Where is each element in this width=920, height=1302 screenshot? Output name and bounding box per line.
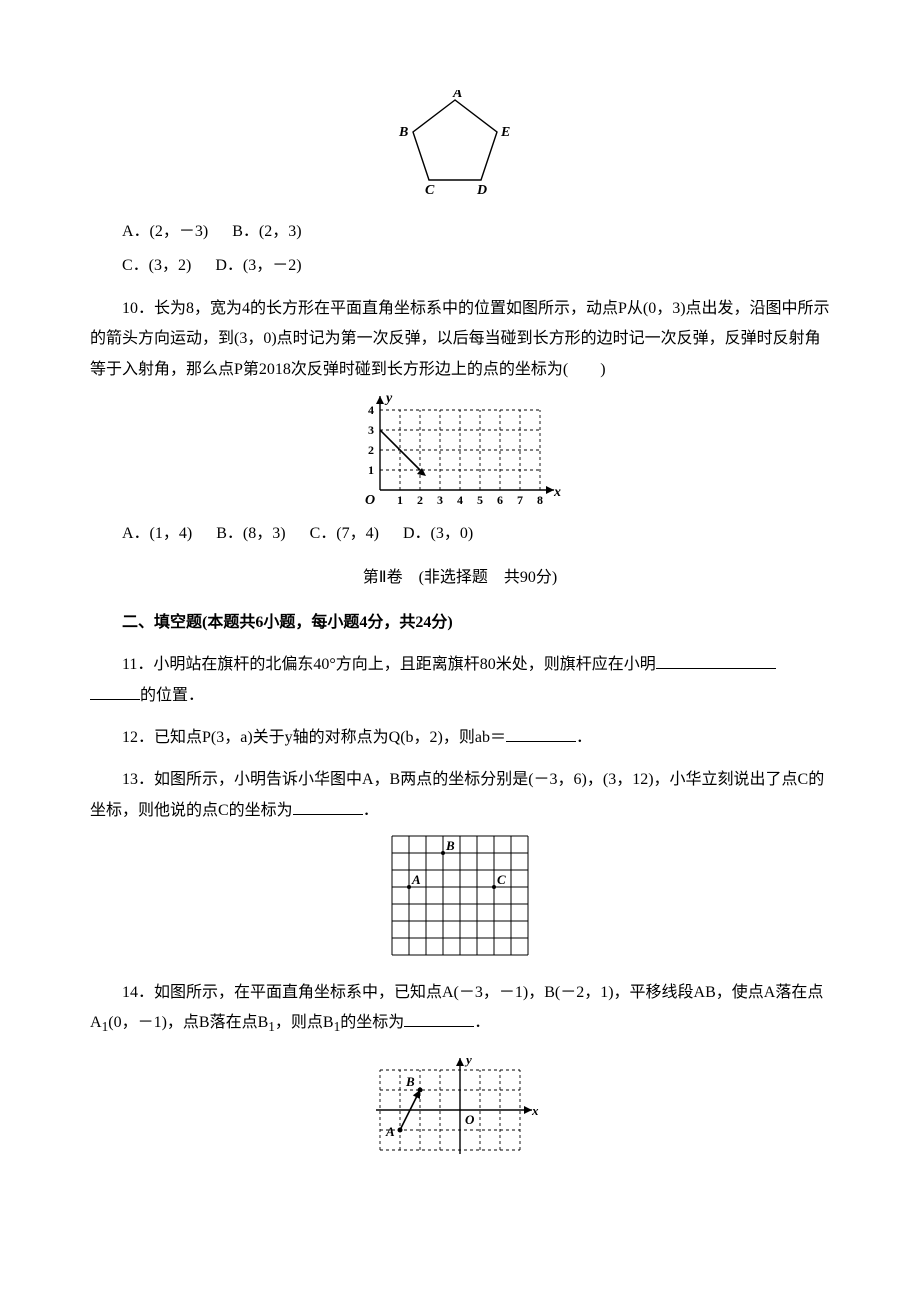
q14-tail: ． — [474, 1014, 490, 1031]
svg-text:4: 4 — [457, 493, 463, 507]
q13-text: 13．如图所示，小明告诉小华图中A，B两点的坐标分别是(－3，6)，(3，12)… — [90, 771, 824, 818]
q9-option-c: C．(3，2) — [122, 257, 191, 274]
svg-text:B: B — [398, 125, 408, 140]
q11-text-a: 11．小明站在旗杆的北偏东40°方向上，且距离旗杆80米处，则旗杆应在小明 — [122, 656, 656, 673]
q11-blank2 — [90, 684, 140, 700]
svg-text:x: x — [553, 485, 561, 500]
q14-sub2: 1 — [268, 1020, 275, 1035]
svg-text:E: E — [500, 125, 510, 140]
q10-option-b: B．(8，3) — [216, 525, 285, 542]
svg-text:O: O — [365, 493, 375, 508]
q9-option-a: A．(2，－3) — [122, 223, 208, 240]
q13-blank — [293, 799, 363, 815]
q9-options-row1: A．(2，－3) B．(2，3) — [90, 217, 830, 247]
q14-blank — [404, 1011, 474, 1027]
svg-text:4: 4 — [368, 403, 374, 417]
svg-text:3: 3 — [368, 423, 374, 437]
svg-text:2: 2 — [368, 443, 374, 457]
q9-option-b: B．(2，3) — [232, 223, 301, 240]
q13-tail: ． — [363, 802, 379, 819]
figure-q13: A B C — [90, 826, 830, 966]
figure-q14: Ox y A B — [90, 1040, 830, 1170]
q11-blank — [656, 653, 776, 669]
q14-text-b: (0，－1)，点B落在点B — [108, 1014, 268, 1031]
svg-text:B: B — [405, 1074, 415, 1089]
q10-option-a: A．(1，4) — [122, 525, 192, 542]
svg-text:C: C — [425, 183, 435, 198]
q9-option-d: D．(3，－2) — [215, 257, 301, 274]
fill-heading: 二、填空题(本题共6小题，每小题4分，共24分) — [90, 608, 830, 638]
q12-text-a: 12．已知点P(3，a)关于y轴的对称点为Q(b，2)，则ab＝ — [122, 729, 506, 746]
part2-title: 第Ⅱ卷 (非选择题 共90分) — [90, 563, 830, 593]
q10-chart-svg: 123456781234Oxy — [345, 385, 575, 515]
q10-option-c: C．(7，4) — [310, 525, 379, 542]
q13: 13．如图所示，小明告诉小华图中A，B两点的坐标分别是(－3，6)，(3，12)… — [90, 765, 830, 826]
svg-text:6: 6 — [497, 493, 503, 507]
svg-text:B: B — [445, 838, 455, 853]
q14-chart-svg: Ox y A B — [360, 1040, 560, 1170]
q14: 14．如图所示，在平面直角坐标系中，已知点A(－3，－1)，B(－2，1)，平移… — [90, 978, 830, 1040]
q9-options-row2: C．(3，2) D．(3，－2) — [90, 251, 830, 281]
svg-text:D: D — [476, 183, 487, 198]
svg-text:1: 1 — [397, 493, 403, 507]
q14-text-d: 的坐标为 — [340, 1014, 404, 1031]
svg-text:A: A — [452, 90, 462, 101]
svg-text:5: 5 — [477, 493, 483, 507]
svg-text:A: A — [385, 1124, 395, 1139]
fill-heading-text: 二、填空题(本题共6小题，每小题4分，共24分) — [122, 614, 453, 631]
pentagon-svg: A B C D E — [395, 90, 525, 205]
q12: 12．已知点P(3，a)关于y轴的对称点为Q(b，2)，则ab＝ ． — [90, 723, 830, 753]
q11: 11．小明站在旗杆的北偏东40°方向上，且距离旗杆80米处，则旗杆应在小明 — [90, 650, 830, 680]
svg-text:x: x — [531, 1103, 539, 1118]
q12-blank — [506, 726, 576, 742]
svg-text:O: O — [465, 1112, 475, 1127]
svg-text:A: A — [411, 872, 421, 887]
svg-text:y: y — [384, 391, 393, 406]
svg-text:8: 8 — [537, 493, 543, 507]
q14-text-c: ，则点B — [275, 1014, 334, 1031]
q11-cont: 的位置． — [90, 681, 830, 711]
q11-text-b: 的位置． — [140, 687, 204, 704]
q13-grid-svg: A B C — [380, 826, 540, 966]
svg-text:C: C — [497, 872, 506, 887]
q10-option-d: D．(3，0) — [403, 525, 473, 542]
svg-text:1: 1 — [368, 463, 374, 477]
fill-heading-bold: 二、填空题(本题共6小题，每小题4分，共24分) — [122, 614, 453, 631]
q10-options: A．(1，4) B．(8，3) C．(7，4) D．(3，0) — [90, 519, 830, 549]
svg-text:7: 7 — [517, 493, 523, 507]
svg-text:y: y — [464, 1052, 472, 1067]
figure-q10: 123456781234Oxy — [90, 385, 830, 515]
svg-text:2: 2 — [417, 493, 423, 507]
figure-pentagon: A B C D E — [90, 90, 830, 205]
svg-text:3: 3 — [437, 493, 443, 507]
q12-text-b: ． — [576, 729, 592, 746]
q10-text: 10．长为8，宽为4的长方形在平面直角坐标系中的位置如图所示，动点P从(0，3)… — [90, 294, 830, 385]
